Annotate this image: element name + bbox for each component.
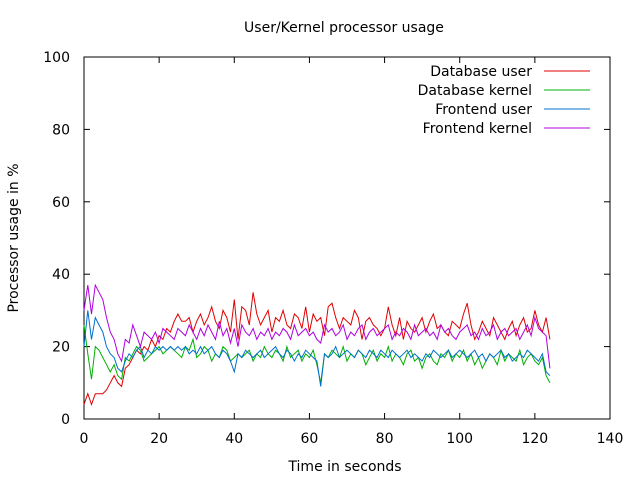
legend: Database user Database kernel Frontend use… bbox=[418, 64, 590, 137]
x-tick-label: 0 bbox=[80, 431, 89, 447]
y-tick-label: 80 bbox=[52, 122, 70, 138]
legend-label: Frontend user bbox=[435, 102, 532, 118]
series-line-3 bbox=[83, 283, 551, 369]
x-tick-label: 60 bbox=[301, 431, 319, 447]
x-tick-label: 20 bbox=[150, 431, 168, 447]
x-axis-label: Time in seconds bbox=[287, 459, 401, 475]
x-tick-label: 40 bbox=[225, 431, 243, 447]
chart-title: User/Kernel processor usage bbox=[244, 20, 444, 36]
series-line-1 bbox=[83, 324, 551, 384]
x-tick-label: 100 bbox=[446, 431, 473, 447]
legend-label: Frontend kernel bbox=[423, 121, 532, 137]
y-tick-label: 100 bbox=[43, 50, 70, 66]
x-tick-label: 120 bbox=[521, 431, 548, 447]
y-tick-label: 0 bbox=[61, 412, 70, 428]
x-tick-label: 140 bbox=[597, 431, 624, 447]
y-tick-label: 20 bbox=[52, 340, 70, 356]
x-tick-label: 80 bbox=[376, 431, 394, 447]
series-lines bbox=[83, 283, 551, 407]
series-line-0 bbox=[83, 292, 551, 407]
y-tick-label: 60 bbox=[52, 195, 70, 211]
plot-frame bbox=[83, 56, 611, 420]
axis-ticks: 0 20 40 60 80 100 120 140 0 20 40 60 80 100 bbox=[43, 50, 623, 447]
legend-label: Database user bbox=[430, 64, 532, 80]
y-axis-label: Processor usage in % bbox=[6, 163, 22, 312]
y-tick-label: 40 bbox=[52, 267, 70, 283]
legend-label: Database kernel bbox=[418, 83, 532, 99]
series-line-2 bbox=[83, 310, 551, 387]
